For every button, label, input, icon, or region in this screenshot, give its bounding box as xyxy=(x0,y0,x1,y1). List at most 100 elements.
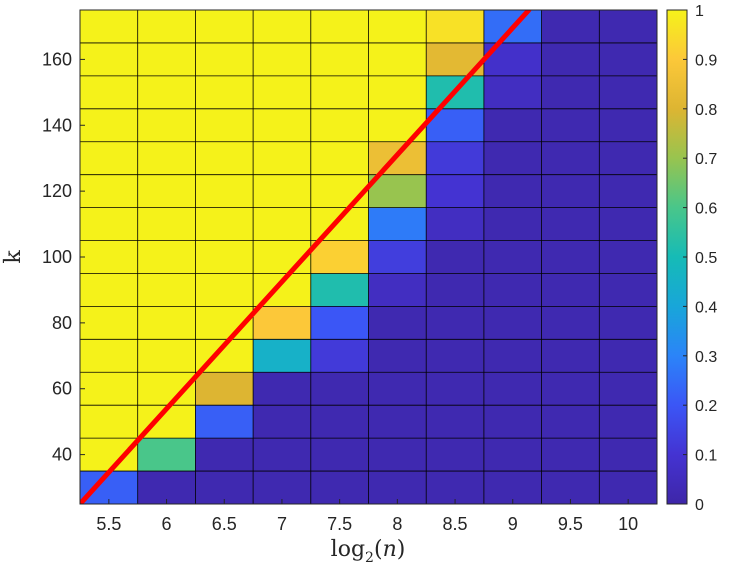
heatmap-cell xyxy=(483,141,542,175)
heatmap-cell xyxy=(310,207,369,241)
heatmap-cell xyxy=(599,339,657,373)
heatmap-cell xyxy=(368,438,427,472)
heatmap-cell xyxy=(599,471,657,504)
heatmap-cell xyxy=(310,141,369,175)
heatmap-cell xyxy=(310,10,369,43)
heatmap-cell xyxy=(599,372,657,406)
heatmap-cell xyxy=(80,273,138,307)
x-tick-label: 9 xyxy=(508,514,518,534)
heatmap-cell xyxy=(426,372,484,406)
x-axis-label-variable: n xyxy=(383,537,397,562)
heatmap-cell xyxy=(137,207,196,241)
heatmap-cell xyxy=(253,306,311,340)
y-tick-label: 80 xyxy=(52,313,72,333)
heatmap-cell xyxy=(137,42,196,76)
heatmap-cell xyxy=(426,438,484,472)
heatmap-cell xyxy=(368,240,427,274)
y-tick-label: 140 xyxy=(42,115,72,135)
heatmap-cell xyxy=(137,108,196,142)
heatmap-cell xyxy=(426,240,484,274)
heatmap-cell xyxy=(599,306,657,340)
heatmap-cell xyxy=(80,372,138,406)
heatmap-cell xyxy=(483,306,542,340)
heatmap-cell xyxy=(368,306,427,340)
colorbar-tick-label: 0.6 xyxy=(695,201,717,218)
y-tick-label: 120 xyxy=(42,181,72,201)
heatmap-cell xyxy=(253,174,311,208)
heatmap-cell xyxy=(599,273,657,307)
heatmap-cell xyxy=(541,339,600,373)
heatmap-cell xyxy=(80,438,138,472)
heatmap-cell xyxy=(426,207,484,241)
heatmap-cell xyxy=(541,273,600,307)
heatmap-cell xyxy=(310,108,369,142)
heatmap-cell xyxy=(368,471,427,504)
heatmap-cell xyxy=(426,273,484,307)
heatmap-cell xyxy=(599,438,657,472)
y-tick-label: 100 xyxy=(42,247,72,267)
heatmap-cell xyxy=(541,108,600,142)
heatmap-cell xyxy=(368,405,427,439)
x-tick-label: 8 xyxy=(392,514,402,534)
heatmap-cell xyxy=(253,405,311,439)
heatmap-cell xyxy=(137,75,196,109)
heatmap-cell xyxy=(310,339,369,373)
y-tick-label: 60 xyxy=(52,379,72,399)
colorbar-tick-label: 0 xyxy=(695,497,704,514)
heatmap-cell xyxy=(137,306,196,340)
heatmap-cell xyxy=(483,438,542,472)
heatmap-cell xyxy=(137,240,196,274)
heatmap-cell xyxy=(195,108,254,142)
colorbar-tick-label: 0.3 xyxy=(695,349,717,366)
heatmap-cells xyxy=(80,10,657,504)
heatmap-cell xyxy=(426,306,484,340)
heatmap-cell xyxy=(483,108,542,142)
colorbar-tick-label: 0.7 xyxy=(695,151,717,168)
heatmap-cell xyxy=(137,174,196,208)
heatmap-cell xyxy=(310,471,369,504)
heatmap-cell xyxy=(599,75,657,109)
heatmap-cell xyxy=(195,372,254,406)
heatmap-cell xyxy=(483,273,542,307)
colorbar-tick-label: 0.8 xyxy=(695,102,717,119)
heatmap-cell xyxy=(541,471,600,504)
trend-line-layer xyxy=(80,10,532,504)
heatmap-cell xyxy=(195,471,254,504)
x-tick-label: 9.5 xyxy=(558,514,583,534)
heatmap-cell xyxy=(599,108,657,142)
heatmap-cell xyxy=(368,273,427,307)
trend-line xyxy=(80,10,532,504)
heatmap-cell xyxy=(253,75,311,109)
heatmap-cell xyxy=(599,141,657,175)
heatmap-cell xyxy=(195,405,254,439)
y-axis-ticks: 40 60 80 100 120 140 160 xyxy=(42,49,85,465)
colorbar-tick-label: 0.1 xyxy=(695,448,717,465)
heatmap-cell xyxy=(426,339,484,373)
heatmap-cell xyxy=(368,75,427,109)
heatmap-cell xyxy=(310,174,369,208)
colorbar-tick-label: 1 xyxy=(695,3,704,20)
heatmap-cell xyxy=(426,174,484,208)
heatmap-cell xyxy=(80,240,138,274)
heatmap-cell xyxy=(541,75,600,109)
heatmap-cell xyxy=(541,141,600,175)
heatmap-cell xyxy=(195,174,254,208)
heatmap-cell xyxy=(368,10,427,43)
heatmap-cell xyxy=(310,306,369,340)
heatmap-cell xyxy=(80,339,138,373)
heatmap-cell xyxy=(541,10,600,43)
heatmap-cell xyxy=(599,207,657,241)
y-tick-label: 160 xyxy=(42,49,72,69)
x-axis-label-open-paren: ( xyxy=(374,537,383,562)
heatmap-cell xyxy=(195,141,254,175)
heatmap-cell xyxy=(541,207,600,241)
heatmap-cell xyxy=(137,273,196,307)
colorbar-tick-label: 0.5 xyxy=(695,250,717,267)
heatmap-cell xyxy=(195,273,254,307)
heatmap-cell xyxy=(137,471,196,504)
heatmap-cell xyxy=(80,75,138,109)
heatmap-cell xyxy=(80,108,138,142)
heatmap-cell xyxy=(368,174,427,208)
heatmap-cell xyxy=(195,75,254,109)
